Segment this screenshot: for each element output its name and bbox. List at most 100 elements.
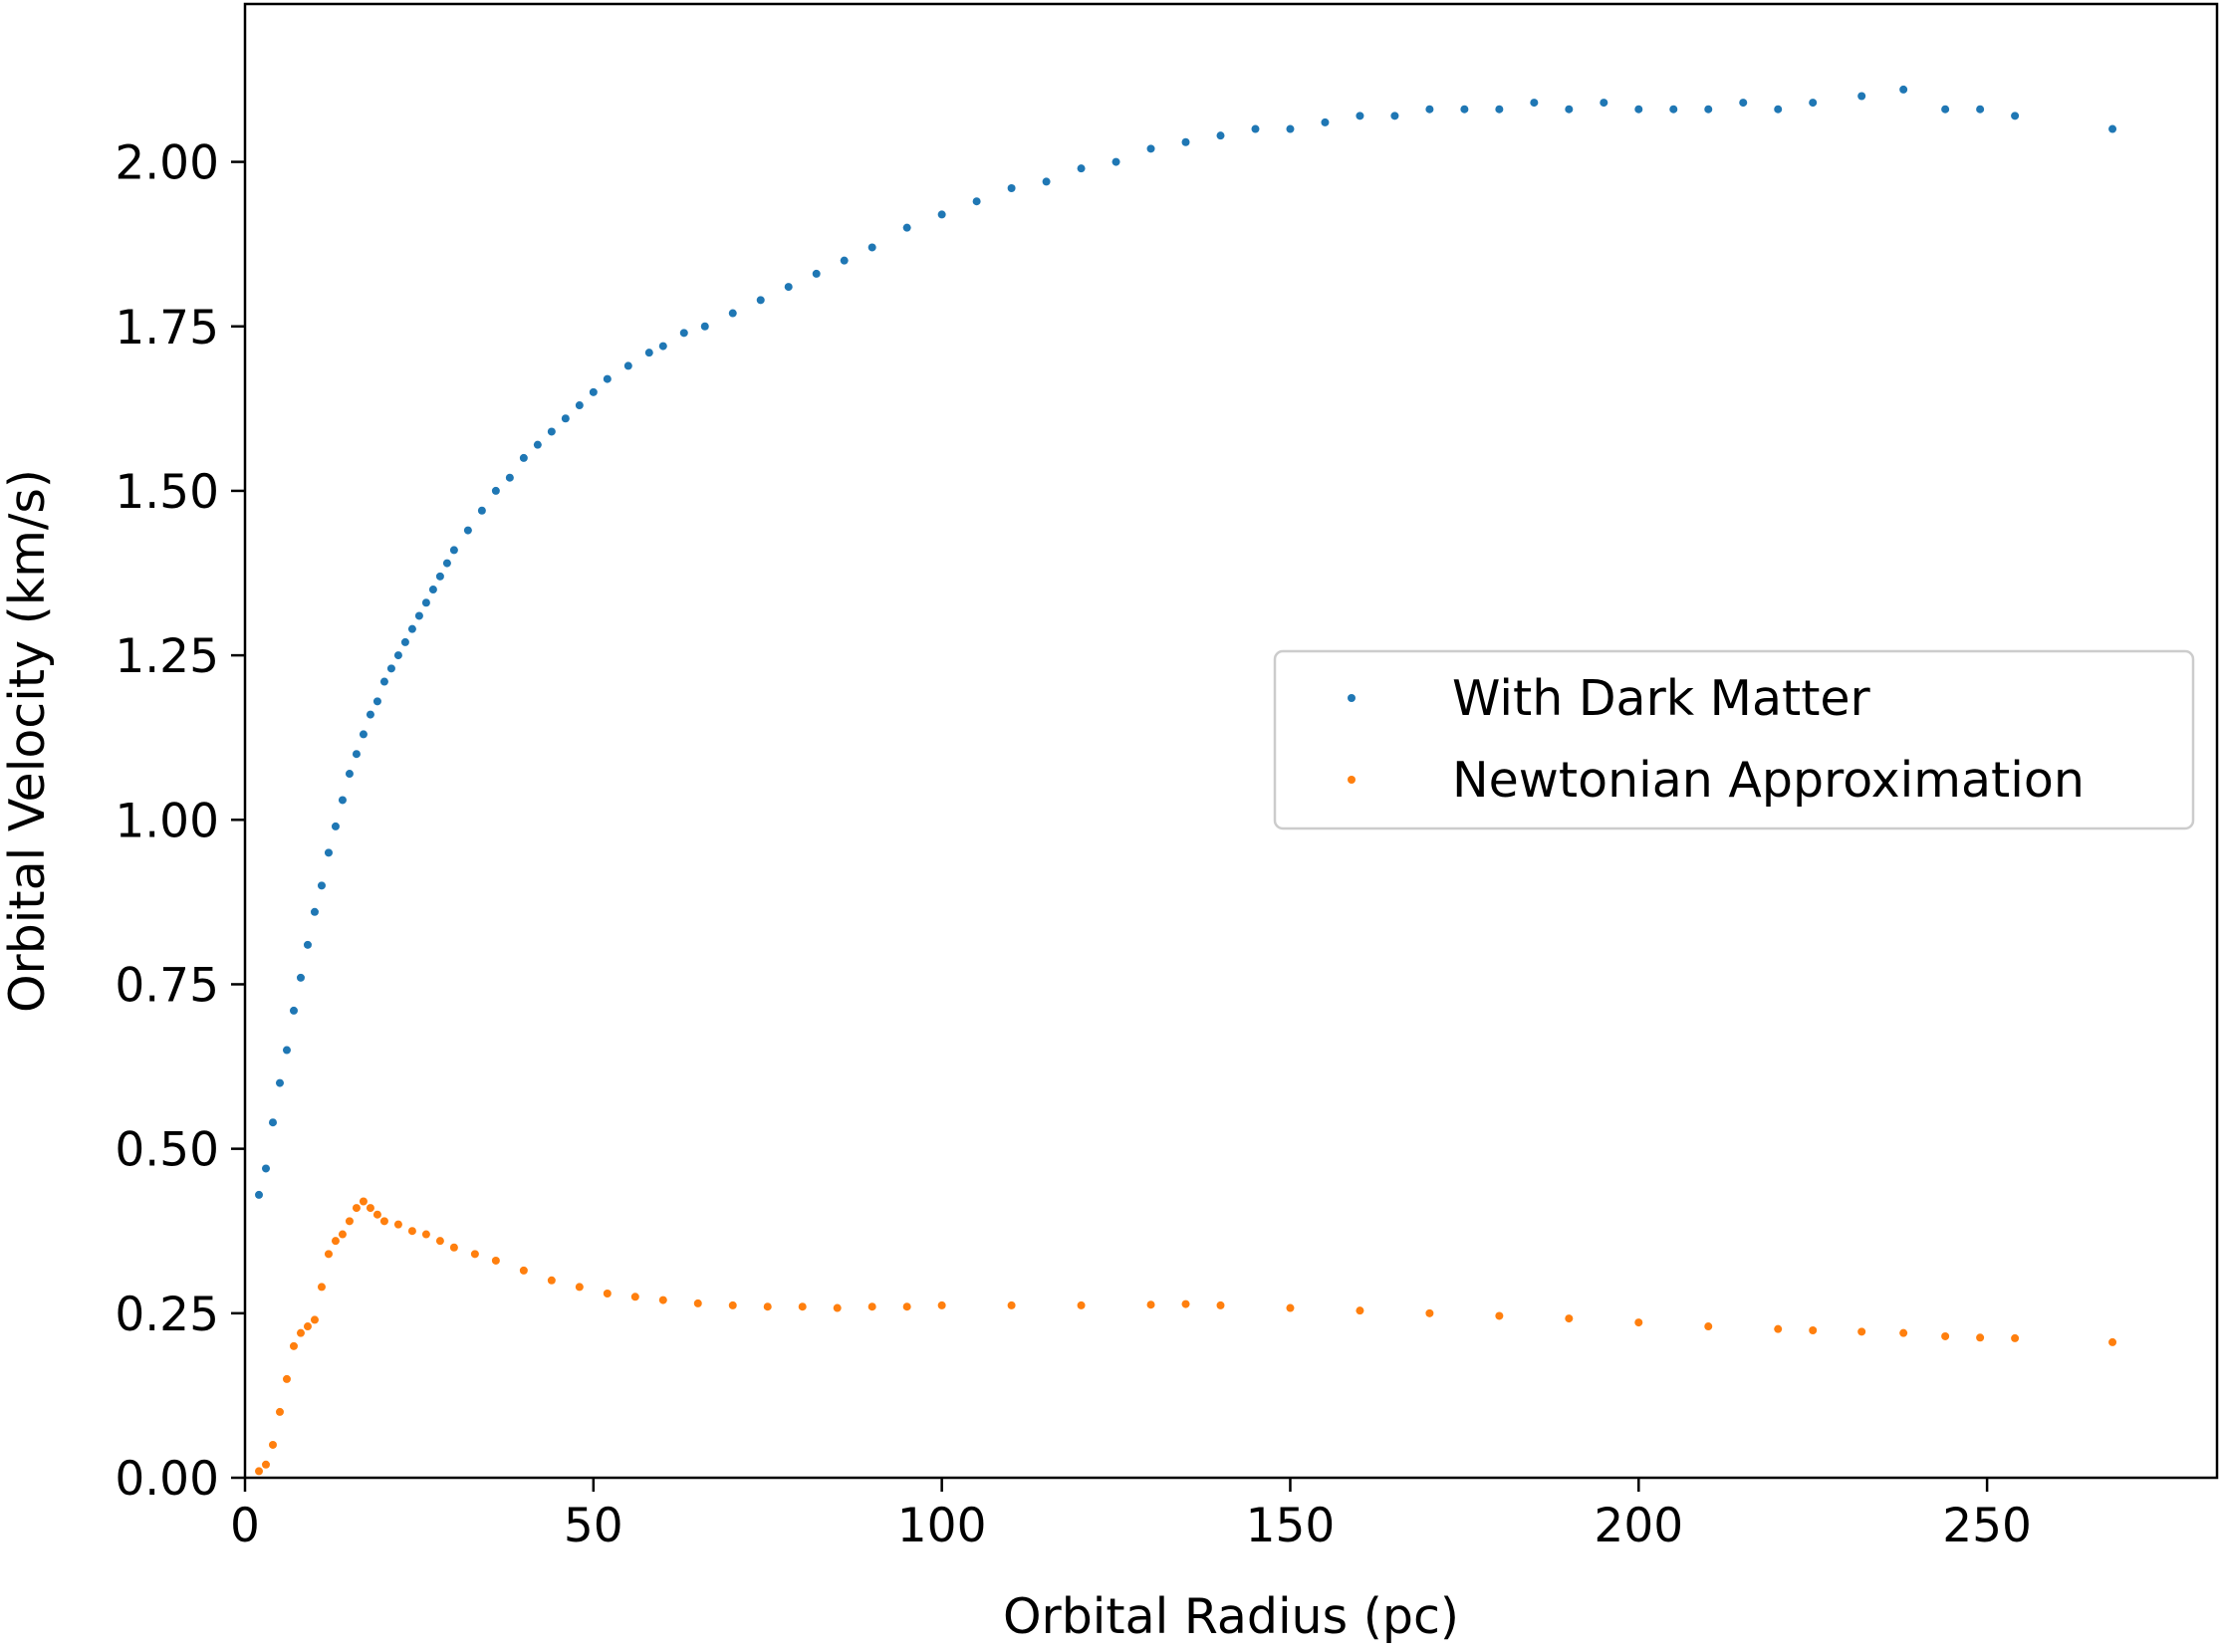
data-point	[658, 342, 667, 351]
data-point	[1704, 105, 1713, 114]
data-point	[435, 572, 444, 581]
data-point	[372, 1210, 381, 1219]
data-point	[449, 1243, 458, 1252]
data-point	[345, 770, 354, 779]
data-point	[310, 1315, 319, 1324]
data-point	[379, 1217, 388, 1226]
data-point	[561, 414, 570, 423]
data-point	[1495, 1311, 1504, 1320]
x-tick-label: 50	[564, 1499, 623, 1553]
data-point	[728, 1300, 737, 1309]
y-tick-label: 2.00	[115, 136, 219, 191]
data-point	[491, 486, 500, 495]
data-point	[867, 243, 876, 252]
data-point	[937, 1300, 946, 1309]
data-point	[428, 586, 437, 594]
y-tick-label: 1.50	[115, 465, 219, 520]
data-point	[407, 624, 416, 633]
data-point	[784, 283, 793, 292]
data-point	[268, 1118, 277, 1127]
data-point	[393, 1220, 402, 1229]
data-point	[1286, 124, 1295, 133]
data-point	[470, 1250, 479, 1259]
data-point	[407, 1227, 416, 1236]
data-point	[1495, 105, 1504, 114]
data-point	[324, 848, 333, 857]
y-tick-label: 0.75	[115, 958, 219, 1013]
data-point	[589, 387, 598, 396]
data-point	[867, 1302, 876, 1311]
y-tick-label: 1.25	[115, 629, 219, 684]
data-point	[359, 730, 368, 739]
data-point	[1857, 92, 1866, 101]
data-point	[1530, 99, 1539, 108]
data-point	[1941, 1331, 1950, 1340]
data-point	[338, 1230, 347, 1239]
data-point	[679, 329, 688, 338]
data-point	[345, 1217, 354, 1226]
data-point	[414, 611, 423, 620]
data-point	[282, 1374, 291, 1383]
data-point	[1077, 1300, 1086, 1309]
data-point	[630, 1293, 639, 1301]
data-point	[261, 1164, 270, 1173]
data-point	[763, 1302, 772, 1311]
data-point	[2011, 112, 2020, 120]
data-point	[1042, 177, 1051, 186]
data-point	[324, 1250, 333, 1259]
data-point	[1976, 105, 1985, 114]
data-point	[317, 881, 326, 890]
data-point	[366, 710, 374, 719]
data-point	[1321, 118, 1330, 126]
data-point	[317, 1283, 326, 1292]
data-point	[1146, 1300, 1155, 1309]
data-point	[1216, 1300, 1225, 1309]
data-point	[902, 223, 911, 232]
data-point	[1941, 105, 1950, 114]
legend-label-newtonian: Newtonian Approximation	[1452, 752, 2085, 809]
data-point	[1390, 112, 1399, 120]
data-point	[1181, 137, 1190, 146]
data-point	[644, 349, 653, 357]
data-point	[296, 973, 305, 982]
data-point	[275, 1407, 284, 1416]
data-point	[268, 1440, 277, 1449]
y-tick-label: 1.00	[115, 794, 219, 848]
data-point	[840, 256, 849, 265]
data-point	[379, 677, 388, 686]
data-point	[254, 1190, 263, 1199]
x-tick-label: 0	[230, 1499, 260, 1553]
legend-marker-dark-matter	[1348, 694, 1356, 702]
data-point	[1857, 1327, 1866, 1336]
series-0	[254, 85, 2117, 1199]
data-point	[1356, 1306, 1364, 1315]
data-point	[1356, 112, 1364, 120]
data-point	[282, 1046, 291, 1055]
data-point	[728, 309, 737, 318]
data-point	[833, 1303, 842, 1312]
data-point	[902, 1302, 911, 1311]
data-point	[1077, 164, 1086, 173]
data-point	[1634, 105, 1643, 114]
y-tick-label: 1.75	[115, 301, 219, 355]
data-point	[372, 697, 381, 706]
data-point	[1704, 1322, 1713, 1331]
data-point	[1600, 99, 1608, 108]
data-point	[421, 1230, 430, 1239]
legend-box	[1273, 649, 2195, 830]
series-layer	[254, 85, 2117, 1476]
data-point	[1181, 1299, 1190, 1308]
data-point	[393, 651, 402, 660]
data-point	[533, 440, 542, 449]
data-point	[700, 322, 709, 331]
data-point	[2108, 1337, 2117, 1346]
x-tick-label: 100	[897, 1499, 987, 1553]
data-point	[400, 637, 409, 646]
data-point	[1007, 184, 1016, 192]
data-point	[1669, 105, 1678, 114]
x-axis-label: Orbital Radius (pc)	[1003, 1588, 1459, 1645]
data-point	[1251, 124, 1260, 133]
data-point	[352, 750, 361, 759]
data-point	[435, 1237, 444, 1246]
